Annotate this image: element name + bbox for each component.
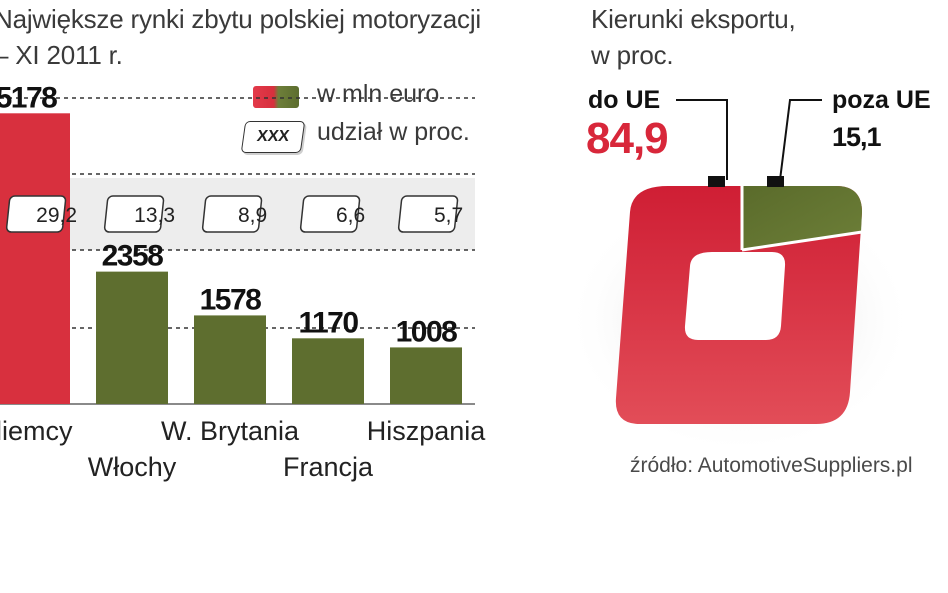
non-eu-leader-line [779,99,822,181]
legend-share-label: udział w proc. [317,118,470,146]
bar-niemcy [0,113,70,404]
bar-wochy [96,271,168,404]
eu-leader-line [676,99,728,180]
bar-hiszpania [390,347,462,404]
legend-color-swatch [253,86,299,108]
pie-chart-title: Kierunki eksportu, [591,4,796,34]
bar-value-label: 1170 [298,306,358,339]
non-eu-slice-value: 15,1 [832,122,882,152]
legend-value-label: w mln euro [317,80,440,108]
category-label: liemcy [0,416,73,446]
pie-slice-non-eu [742,186,862,250]
pie-separator [741,230,863,252]
share-badge: 29,2 [5,195,77,233]
pie-hole [684,252,786,340]
share-badge: 6,6 [299,195,365,233]
share-value: 29,2 [36,204,77,227]
category-label: Francja [283,452,374,482]
bar-value-label: 2358 [102,240,164,273]
eu-leader-marker [708,176,725,187]
share-badge-box [103,195,165,233]
category-label: W. Brytania [161,416,300,446]
bar-chart-subtitle: – XI 2011 r. [0,40,123,70]
source-note: źródło: AutomotiveSuppliers.pl [630,454,913,477]
bar-chart: 5178 29,2 liemcy 2358 13,3 Włochy 1578 8,9 W. Br… [0,81,487,482]
bar-francja [292,338,364,404]
share-value: 8,9 [238,204,267,227]
share-value: 5,7 [434,204,463,227]
share-value: 6,6 [336,204,365,227]
share-badge: 8,9 [201,195,267,233]
category-label: Włochy [88,452,177,482]
eu-slice-label: do UE [588,86,661,114]
bar-value-label: 5178 [0,81,57,114]
category-label: Hiszpania [367,416,487,446]
share-badge: 13,3 [103,195,175,233]
share-value: 13,3 [134,204,175,227]
share-badge-box [299,195,361,233]
bar-value-label: 1578 [200,283,262,316]
pie-chart-subtitle: w proc. [591,40,674,70]
share-badge: 5,7 [397,195,463,233]
pie-chart [565,99,915,455]
share-badge-box [5,195,67,233]
eu-slice-value: 84,9 [586,114,669,163]
non-eu-leader-marker [767,176,784,187]
bar-chart-title: Największe rynki zbytu polskiej motoryza… [0,4,481,34]
share-badge-box [201,195,263,233]
bar-wbrytania [194,315,266,404]
non-eu-slice-label: poza UE [832,86,931,114]
bar-value-label: 1008 [396,315,458,348]
share-badge-box [397,195,459,233]
